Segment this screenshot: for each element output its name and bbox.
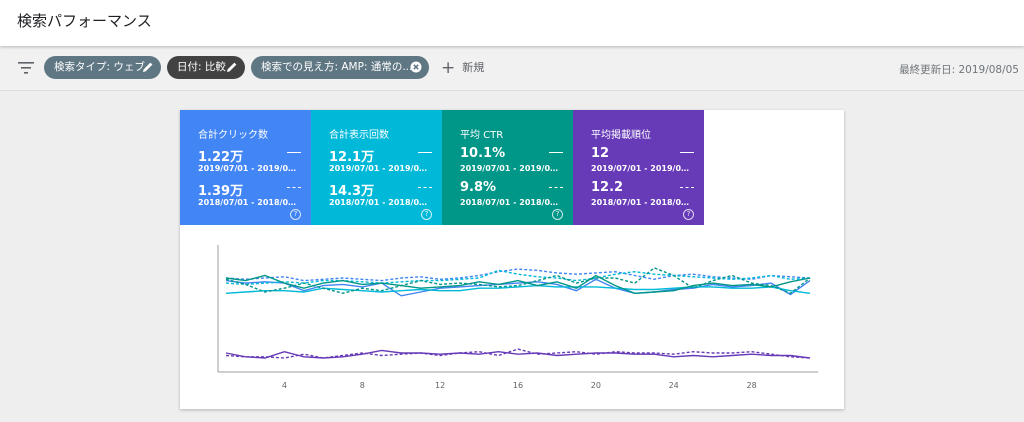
help-icon[interactable]: ? [552,209,563,220]
metric-current-range: 2019/07/01 - 2019/07/31 [591,164,691,173]
x-tick-label: 4 [282,381,287,390]
x-tick-label: 8 [360,381,365,390]
series-line-5[interactable] [225,274,811,295]
add-filter-button[interactable]: + 新規 [441,59,484,77]
chip-date[interactable]: 日付: 比較 [167,56,245,79]
metric-previous-value: 9.8% [460,180,497,195]
metric-current-range: 2019/07/01 - 2019/07/31 [460,164,560,173]
metric-tile-ctr[interactable]: 平均 CTR 10.1% 2019/07/01 - 2019/07/31 9.8… [442,110,573,225]
plus-icon: + [441,58,456,78]
help-icon[interactable]: ? [421,209,432,220]
dashed-line-legend-icon [418,187,432,188]
chip-search-type[interactable]: 検索タイプ: ウェブ [44,56,161,79]
help-icon[interactable]: ? [290,209,301,220]
metric-label: 合計表示回数 [329,130,389,141]
solid-line-legend-icon [418,152,432,153]
metric-current-value: 12 [591,146,610,161]
series-line-6[interactable] [225,267,811,295]
metric-previous-range: 2018/07/01 - 2018/07/31 [329,198,429,207]
chip-label: 検索での見え方: AMP: 通常の... [261,61,413,73]
metric-current-range: 2019/07/01 - 2019/07/31 [329,164,429,173]
x-tick-label: 16 [513,381,523,390]
dashed-line-legend-icon [549,187,563,188]
top-app-bar: 検索パフォーマンス [0,0,1024,46]
metric-previous-value: 12.2 [591,180,624,195]
metric-tile-clicks[interactable]: 合計クリック数 1.22万 2019/07/01 - 2019/07/31 1.… [180,110,311,225]
pencil-icon[interactable] [142,61,154,73]
metric-label: 平均掲載順位 [591,130,651,141]
x-tick-label: 24 [669,381,679,390]
page-title: 検索パフォーマンス [17,12,152,30]
performance-line-chart[interactable]: 4 8 12 16 20 24 28 [180,225,844,409]
last-updated: 最終更新日: 2019/08/05 [899,64,1019,76]
series-line-7[interactable] [225,349,811,359]
filter-bar: 検索タイプ: ウェブ 日付: 比較 検索での見え方: AMP: 通常の... +… [0,46,1024,91]
x-tick-label: 12 [435,381,445,390]
performance-card: 合計クリック数 1.22万 2019/07/01 - 2019/07/31 1.… [180,110,844,409]
metric-previous-range: 2018/07/01 - 2018/07/31 [198,198,298,207]
metric-current-range: 2019/07/01 - 2019/07/31 [198,164,298,173]
metric-previous-value: 1.39万 [198,184,244,199]
metric-label: 平均 CTR [460,130,504,141]
series-line-3[interactable] [225,284,811,294]
chip-label: 日付: 比較 [177,61,226,73]
metric-tile-position[interactable]: 平均掲載順位 12 2019/07/01 - 2019/07/31 12.2 2… [573,110,704,225]
series-line-8[interactable] [225,348,811,359]
dashed-line-legend-icon [680,187,694,188]
add-filter-label: 新規 [462,61,485,74]
help-icon[interactable]: ? [683,209,694,220]
solid-line-legend-icon [287,152,301,153]
metric-current-value: 10.1% [460,146,506,161]
close-circle-icon[interactable] [410,61,422,73]
metric-label: 合計クリック数 [198,130,268,141]
filter-icon[interactable] [18,61,34,75]
series-line-2[interactable] [225,268,811,282]
x-tick-label: 28 [747,381,757,390]
chip-search-appearance[interactable]: 検索での見え方: AMP: 通常の... [251,56,429,79]
dashed-line-legend-icon [287,187,301,188]
metric-current-value: 1.22万 [198,150,244,165]
chip-label: 検索タイプ: ウェブ [54,61,145,73]
metric-current-value: 12.1万 [329,150,375,165]
x-tick-label: 20 [591,381,601,390]
solid-line-legend-icon [549,152,563,153]
solid-line-legend-icon [680,152,694,153]
metric-tile-impressions[interactable]: 合計表示回数 12.1万 2019/07/01 - 2019/07/31 14.… [311,110,442,225]
series-line-4[interactable] [225,269,811,286]
pencil-icon[interactable] [226,61,238,73]
metric-previous-range: 2018/07/01 - 2018/07/31 [591,198,691,207]
series-line-1[interactable] [225,278,811,297]
metric-previous-value: 14.3万 [329,184,375,199]
metric-previous-range: 2018/07/01 - 2018/07/31 [460,198,560,207]
